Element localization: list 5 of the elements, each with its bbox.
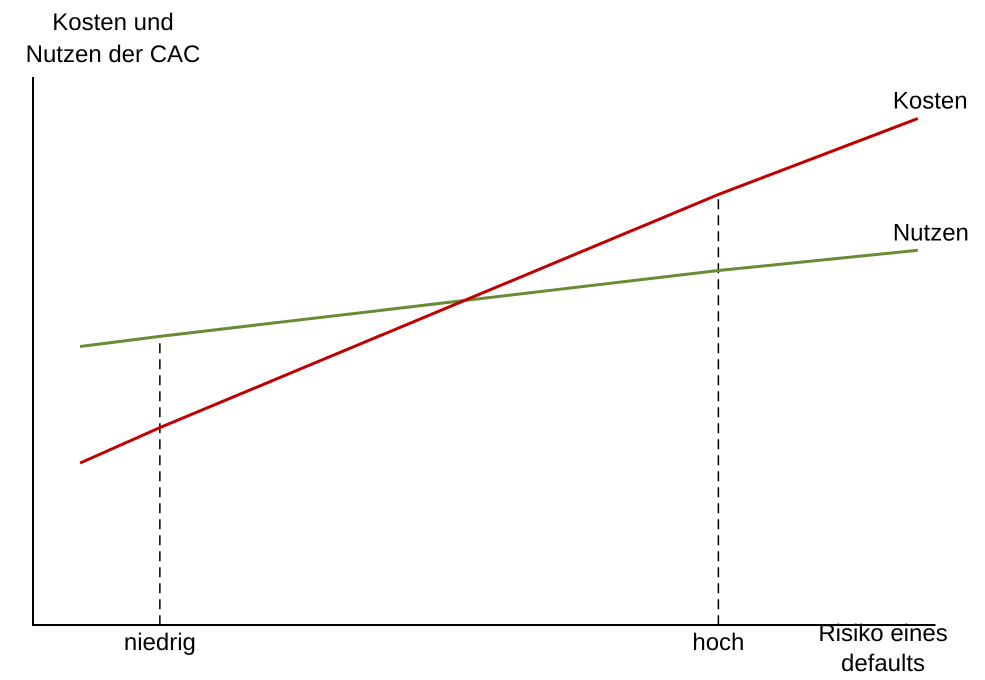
series-label: Kosten: [892, 88, 968, 115]
x-tick-label: niedrig: [124, 629, 196, 656]
y-axis-title: Kosten und Nutzen der CAC: [26, 9, 200, 68]
x-tick-label: hoch: [692, 629, 744, 656]
series-label: Nutzen: [892, 219, 969, 246]
